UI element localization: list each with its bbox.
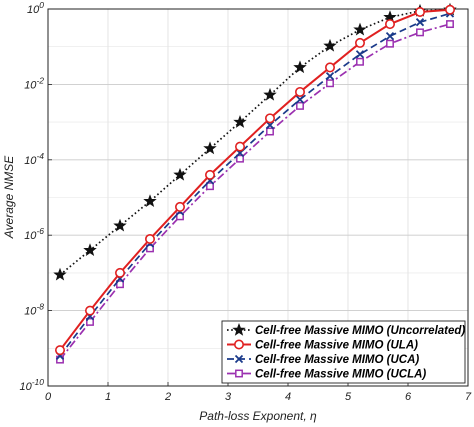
x-tick-label: 1 (105, 391, 111, 403)
data-point (85, 305, 96, 316)
y-tick-base: 10 (24, 79, 37, 91)
y-tick-base: 10 (24, 306, 37, 318)
data-point (386, 39, 394, 48)
data-point (414, 7, 425, 18)
y-tick-base: 10 (24, 155, 37, 167)
series-line (59, 23, 451, 361)
x-tick-label: 7 (465, 391, 472, 403)
y-tick-base: 10 (19, 381, 32, 393)
legend-marker (232, 322, 246, 336)
legend-label: Cell-free Massive MIMO (Uncorrelated) (255, 325, 465, 337)
data-point (415, 18, 425, 27)
data-point (444, 4, 455, 15)
data-point (296, 101, 304, 110)
data-point (175, 201, 186, 212)
data-point (236, 154, 244, 163)
y-tick-label: 10-4 (24, 151, 44, 167)
data-point (116, 280, 124, 289)
data-point (145, 233, 156, 244)
data-point (384, 19, 395, 30)
x-tick-label: 2 (164, 391, 171, 403)
plot-area-frame (47, 8, 469, 387)
data-point (293, 60, 307, 74)
legend-item: Cell-free Massive MIMO (UCA) (227, 354, 419, 366)
series-group (53, 2, 457, 364)
y-tick-label: 100 (27, 0, 44, 16)
y-axis-label: Average NMSE (2, 155, 16, 239)
data-point (264, 113, 275, 124)
y-tick-exponent: -10 (32, 377, 45, 387)
legend: Cell-free Massive MIMO (Uncorrelated) Cel… (221, 320, 466, 384)
series-line (59, 12, 451, 357)
data-point (205, 169, 216, 180)
series-3 (56, 20, 454, 364)
data-point (265, 120, 275, 130)
y-tick-exponent: -8 (36, 302, 44, 312)
data-point (294, 86, 305, 97)
series-1 (54, 4, 455, 356)
data-point (173, 167, 187, 181)
data-point (53, 267, 67, 281)
series-line (59, 8, 451, 276)
legend-label: Cell-free Massive MIMO (ULA) (255, 340, 418, 352)
data-point (323, 38, 337, 52)
legend-marker (235, 369, 243, 378)
y-tick-label: 10-8 (24, 302, 44, 318)
data-point (86, 317, 94, 326)
legend-marker (234, 339, 245, 350)
y-tick-label: 10-2 (24, 75, 44, 91)
legend-marker (234, 354, 244, 364)
data-point (446, 20, 454, 29)
legend-item: Cell-free Massive MIMO (ULA) (227, 339, 418, 352)
data-point (354, 37, 365, 48)
x-axis-label: Path-loss Exponent, η (199, 409, 317, 423)
data-point (266, 127, 274, 136)
series-line (59, 8, 451, 351)
data-point (203, 141, 217, 155)
data-point (416, 28, 424, 37)
y-tick-exponent: -2 (36, 75, 44, 85)
x-tick-label: 5 (345, 391, 352, 403)
data-point (353, 22, 367, 36)
x-tick-label: 6 (405, 391, 412, 403)
data-point (176, 212, 184, 221)
x-tick-label: 4 (285, 391, 291, 403)
legend-label: Cell-free Massive MIMO (UCLA) (255, 369, 426, 381)
legend-box (221, 320, 466, 384)
y-tick-label: 10-10 (19, 377, 44, 393)
data-point (233, 115, 247, 128)
data-point (206, 182, 214, 191)
data-point (355, 50, 365, 59)
y-tick-base: 10 (27, 4, 40, 16)
series-2 (55, 9, 455, 360)
data-point (235, 141, 246, 152)
data-point (385, 32, 395, 41)
legend-item: Cell-free Massive MIMO (Uncorrelated) (227, 322, 465, 337)
data-point (115, 267, 126, 278)
data-point (113, 218, 127, 232)
y-tick-label: 10-6 (24, 226, 44, 242)
data-point (263, 87, 277, 101)
data-point (83, 243, 97, 256)
legend-label: Cell-free Massive MIMO (UCA) (255, 354, 419, 366)
data-point (325, 71, 335, 81)
x-tick-label: 0 (45, 391, 52, 403)
legend-item: Cell-free Massive MIMO (UCLA) (227, 369, 426, 381)
data-point (295, 95, 305, 104)
data-point (54, 345, 65, 356)
data-point (143, 194, 157, 207)
y-tick-base: 10 (24, 230, 37, 242)
data-point (324, 62, 335, 73)
x-tick-label: 3 (225, 391, 232, 403)
y-tick-exponent: -6 (36, 226, 44, 236)
data-point (326, 79, 334, 88)
data-point (356, 57, 364, 66)
y-tick-exponent: 0 (39, 0, 44, 10)
y-tick-exponent: -4 (36, 151, 44, 161)
